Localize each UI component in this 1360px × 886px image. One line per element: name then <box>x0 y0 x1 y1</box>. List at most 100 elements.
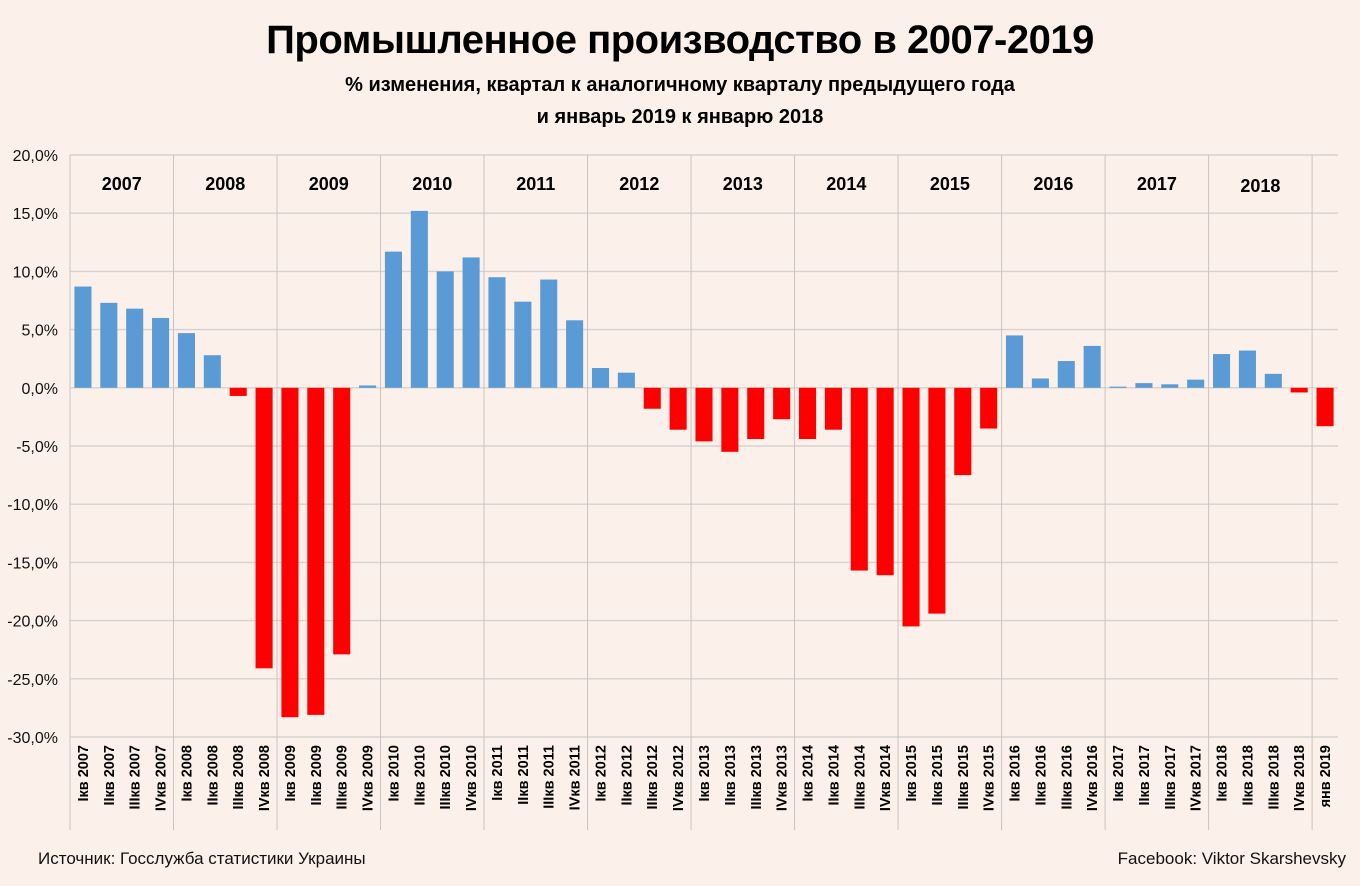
year-label: 2018 <box>1240 176 1280 196</box>
x-tick-label: IVкв 2018 <box>1292 745 1308 811</box>
bar <box>540 279 558 388</box>
year-label: 2010 <box>412 174 452 194</box>
x-tick-label: IVкв 2008 <box>257 745 273 811</box>
bar <box>100 302 118 388</box>
x-tick-label: Iкв 2015 <box>904 745 920 802</box>
x-tick-label: IIIкв 2013 <box>749 745 765 810</box>
y-tick-label: -30,0% <box>7 730 58 747</box>
bar <box>954 387 972 476</box>
year-label: 2008 <box>205 174 245 194</box>
bar <box>669 387 687 430</box>
bar <box>333 387 351 655</box>
x-tick-label: Iкв 2014 <box>801 745 817 802</box>
x-tick-label: Iкв 2007 <box>76 745 92 802</box>
bar <box>1213 354 1231 388</box>
y-axis-labels: 20,0% 15,0% 10,0% 5,0% 0,0% -5,0% -10,0% -15,0%… <box>7 148 58 747</box>
x-tick-label: IIкв 2015 <box>930 745 946 806</box>
x-tick-label: Iкв 2011 <box>490 745 506 801</box>
x-tick-label: IVкв 2012 <box>671 745 687 811</box>
x-tick-label: IIкв 2013 <box>723 745 739 806</box>
x-tick-label: IVкв 2014 <box>878 745 894 811</box>
y-tick-label: -15,0% <box>7 555 58 572</box>
chart-title: Промышленное производство в 2007-2019 <box>266 18 1094 62</box>
x-tick-label: IIIкв 2011 <box>542 745 558 809</box>
x-tick-label: Iкв 2012 <box>593 745 609 802</box>
x-tick-label: IIкв 2018 <box>1240 745 1256 806</box>
x-tick-label: IIкв 2007 <box>102 745 118 806</box>
chart-subtitle-line-2: и январь 2019 к январю 2018 <box>536 106 824 128</box>
bar <box>1135 383 1153 388</box>
x-tick-label: Iкв 2016 <box>1008 745 1024 802</box>
y-tick-label: -25,0% <box>7 672 58 689</box>
bar <box>488 277 506 388</box>
x-tick-label: IIкв 2011 <box>516 745 532 805</box>
x-tick-label: IVкв 2011 <box>568 745 584 810</box>
bar <box>126 308 144 388</box>
x-tick-label: IIIкв 2009 <box>335 745 351 810</box>
y-tick-label: -20,0% <box>7 614 58 631</box>
x-tick-label: IVкв 2009 <box>361 745 377 811</box>
x-tick-label: IIкв 2009 <box>309 745 325 806</box>
year-separators <box>69 155 1313 830</box>
bar <box>203 355 221 388</box>
y-tick-label: -5,0% <box>16 439 58 456</box>
bar <box>152 317 170 388</box>
year-label: 2016 <box>1033 174 1073 194</box>
bar <box>617 372 635 388</box>
bar <box>1238 350 1256 388</box>
author-credit: Facebook: Viktor Skarshevsky <box>1117 849 1346 868</box>
bar <box>1031 378 1049 388</box>
bar <box>1057 361 1075 388</box>
x-tick-label: IIкв 2017 <box>1137 745 1153 806</box>
bar <box>281 387 299 718</box>
bar <box>876 387 894 576</box>
x-tick-label: IVкв 2010 <box>464 745 480 811</box>
x-tick-label: IIкв 2012 <box>619 745 635 806</box>
bar <box>850 387 868 571</box>
x-tick-label: янв 2019 <box>1318 745 1334 807</box>
x-tick-label: IIкв 2008 <box>205 745 221 806</box>
x-tick-label: IIIкв 2010 <box>438 745 454 810</box>
x-tick-label: IIIкв 2008 <box>231 745 247 810</box>
x-tick-label: IIIкв 2007 <box>128 745 144 810</box>
x-tick-label: IIкв 2014 <box>826 745 842 806</box>
x-tick-label: IVкв 2013 <box>775 745 791 811</box>
x-tick-label: Iкв 2017 <box>1111 745 1127 802</box>
bar <box>773 387 791 420</box>
bars <box>74 210 1334 718</box>
bar <box>1005 335 1024 388</box>
y-tick-label: 15,0% <box>13 206 58 223</box>
bar <box>1109 386 1127 388</box>
y-tick-label: 0,0% <box>22 381 58 398</box>
bar <box>359 385 377 388</box>
bar <box>307 387 325 715</box>
year-label: 2012 <box>619 174 659 194</box>
x-tick-label: IIIкв 2014 <box>852 745 868 810</box>
bar <box>177 333 195 388</box>
bar <box>1083 345 1101 388</box>
x-axis-labels: Iкв 2007 IIкв 2007 IIIкв 2007 IVкв 2007 Iкв … <box>76 745 1334 811</box>
x-tick-label: IIIкв 2017 <box>1163 745 1179 810</box>
bar <box>1316 387 1334 427</box>
y-tick-label: 20,0% <box>13 148 58 165</box>
bar <box>229 387 247 396</box>
year-label: 2013 <box>723 174 763 194</box>
bar <box>436 271 454 388</box>
year-label: 2014 <box>826 174 866 194</box>
bar <box>980 387 998 429</box>
bar <box>1264 373 1282 388</box>
y-tick-label: 5,0% <box>22 323 58 340</box>
x-tick-label: IIкв 2010 <box>412 745 428 806</box>
bar <box>798 387 817 440</box>
x-tick-label: IIIкв 2018 <box>1266 745 1282 810</box>
bar <box>1161 384 1179 388</box>
x-tick-label: Iкв 2018 <box>1215 745 1231 802</box>
year-label: 2017 <box>1137 174 1177 194</box>
bar <box>643 387 661 409</box>
x-tick-label: IIIкв 2016 <box>1059 745 1075 810</box>
year-labels: 2007 2008 2009 2010 2011 2012 2013 2014 2015 2016… <box>102 174 1281 196</box>
bar <box>1187 379 1205 388</box>
bar <box>591 368 610 388</box>
bar <box>462 257 480 388</box>
x-tick-label: Iкв 2008 <box>179 745 195 802</box>
